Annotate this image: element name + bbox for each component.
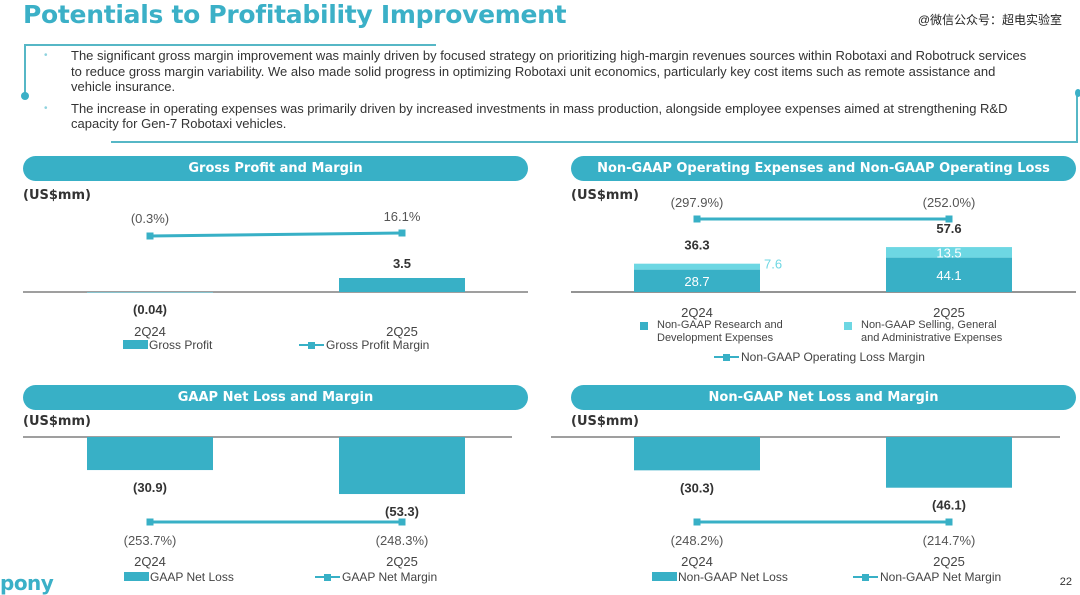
unit-label: (US$mm)	[23, 188, 91, 203]
category-label: 2Q25	[933, 554, 965, 569]
unit-label: (US$mm)	[23, 414, 91, 429]
bar-label: (0.04)	[133, 302, 167, 317]
bar-label-rd: 28.7	[684, 274, 709, 289]
category-label: 2Q24	[681, 554, 713, 569]
legend-swatch-non-gaap-net-loss	[652, 572, 677, 581]
opex-chart: 28.7 7.6 36.3 44.1 13.5 57.6 (297.9%) (252.0%) 2…	[571, 195, 1076, 364]
net-margin-label: (253.7%)	[124, 533, 177, 548]
legend-swatch-gaap-net-loss	[124, 572, 149, 581]
page-title: Potentials to Profitability Improvement	[23, 0, 567, 29]
net-margin-marker	[945, 518, 953, 526]
opex-margin-label: (297.9%)	[671, 195, 724, 210]
category-label: 2Q25	[386, 324, 418, 339]
chart-title-gross-profit: Gross Profit and Margin	[23, 156, 528, 181]
legend-label-sga: and Administrative Expenses	[861, 332, 1003, 344]
bullet-icon: •	[44, 50, 48, 61]
category-label: 2Q24	[134, 324, 166, 339]
pony-logo: pony	[0, 571, 54, 595]
net-margin-label: (248.3%)	[376, 533, 429, 548]
legend-label-sga: Non-GAAP Selling, General	[861, 319, 997, 331]
watermark: @微信公众号：超电实验室	[917, 13, 1062, 27]
page-number: 22	[1059, 576, 1072, 588]
bar-label-rd: 44.1	[936, 268, 961, 283]
bar-net-loss	[634, 437, 760, 471]
bracket-decoration-top	[21, 44, 436, 100]
margin-marker	[146, 232, 154, 240]
bar-label-sga: 13.5	[936, 245, 961, 260]
legend-label-non-gaap-net-margin: Non-GAAP Net Margin	[880, 570, 1001, 584]
margin-label: (0.3%)	[131, 211, 169, 226]
chart-title-opex: Non-GAAP Operating Expenses and Non-GAAP…	[571, 156, 1076, 201]
category-label: 2Q25	[933, 305, 965, 320]
chart-title-non-gaap-net-loss: Non-GAAP Net Loss and Margin	[571, 385, 1076, 410]
bar-rd-expenses	[886, 257, 1012, 292]
legend-swatch-sga	[844, 322, 852, 330]
bar-net-loss	[87, 437, 213, 471]
bar-sga-expenses	[886, 247, 1012, 258]
legend-marker-gross-profit-margin	[308, 342, 315, 349]
margin-line	[149, 231, 403, 238]
legend-label-opex-margin: Non-GAAP Operating Loss Margin	[741, 350, 925, 364]
margin-label: 16.1%	[384, 209, 421, 224]
gaap-net-loss-chart: (30.9)(53.3)(253.7%) (248.3%)2Q24 2Q25GAAP…	[23, 436, 512, 584]
bar-gross-profit	[339, 278, 465, 292]
bar-label: (46.1)	[932, 498, 966, 513]
non-gaap-net-loss-chart: (30.3)(46.1)(248.2%) (214.7%)2Q24 2Q25Non-…	[551, 436, 1060, 584]
bar-gross-profit	[87, 292, 213, 293]
net-margin-marker	[398, 518, 406, 526]
chart-title-gaap-net-loss: GAAP Net Loss and Margin	[23, 385, 528, 410]
bar-sga-expenses	[634, 263, 760, 270]
net-margin-label: (248.2%)	[671, 533, 724, 548]
bar-label: (30.3)	[680, 480, 714, 495]
bar-net-loss	[339, 437, 465, 495]
net-margin-marker	[146, 518, 154, 526]
opex-margin-label: (252.0%)	[923, 195, 976, 210]
legend-label-gross-profit-margin: Gross Profit Margin	[326, 338, 429, 352]
legend-label-rd: Development Expenses	[657, 332, 774, 344]
bar-rd-expenses	[634, 269, 760, 292]
opex-margin-marker	[945, 215, 953, 223]
bar-total-label: 57.6	[936, 221, 961, 236]
legend-label-gross-profit: Gross Profit	[149, 338, 213, 352]
opex-margin-marker	[693, 215, 701, 223]
legend-label-rd: Non-GAAP Research and	[657, 319, 783, 331]
margin-marker	[398, 229, 406, 237]
legend-label-gaap-net-loss: GAAP Net Loss	[150, 570, 234, 584]
legend-label-gaap-net-margin: GAAP Net Margin	[342, 570, 437, 584]
category-label: 2Q24	[134, 554, 166, 569]
bar-label: (53.3)	[385, 504, 419, 519]
legend-marker-gaap-net-margin	[324, 574, 331, 581]
net-margin-label: (214.7%)	[923, 533, 976, 548]
bullet-item: • The increase in operating expenses was …	[44, 100, 1008, 132]
bracket-decoration-bottom	[111, 89, 1080, 143]
bracket-dot	[21, 92, 29, 100]
legend-marker-non-gaap-net-margin	[862, 574, 869, 581]
summary-bullets: • The significant gross margin improvemen…	[40, 48, 1030, 138]
unit-label: (US$mm)	[571, 414, 639, 429]
bar-total-label: 36.3	[684, 238, 709, 253]
bar-net-loss	[886, 437, 1012, 488]
category-label: 2Q25	[386, 554, 418, 569]
bar-label-sga: 7.6	[764, 257, 782, 272]
legend-label-non-gaap-net-loss: Non-GAAP Net Loss	[678, 570, 788, 584]
bar-label: 3.5	[393, 256, 411, 271]
legend-marker-opex-margin	[723, 354, 730, 361]
legend-swatch-gross-profit	[123, 340, 148, 349]
bracket-dot	[1075, 89, 1080, 97]
net-margin-marker	[693, 518, 701, 526]
category-label: 2Q24	[681, 305, 713, 320]
bullet-item: • The significant gross margin improvemen…	[44, 48, 1027, 94]
bar-label: (30.9)	[133, 480, 167, 495]
legend-swatch-rd	[640, 322, 648, 330]
bullet-icon: •	[44, 102, 48, 114]
unit-label: (US$mm)	[571, 188, 639, 203]
